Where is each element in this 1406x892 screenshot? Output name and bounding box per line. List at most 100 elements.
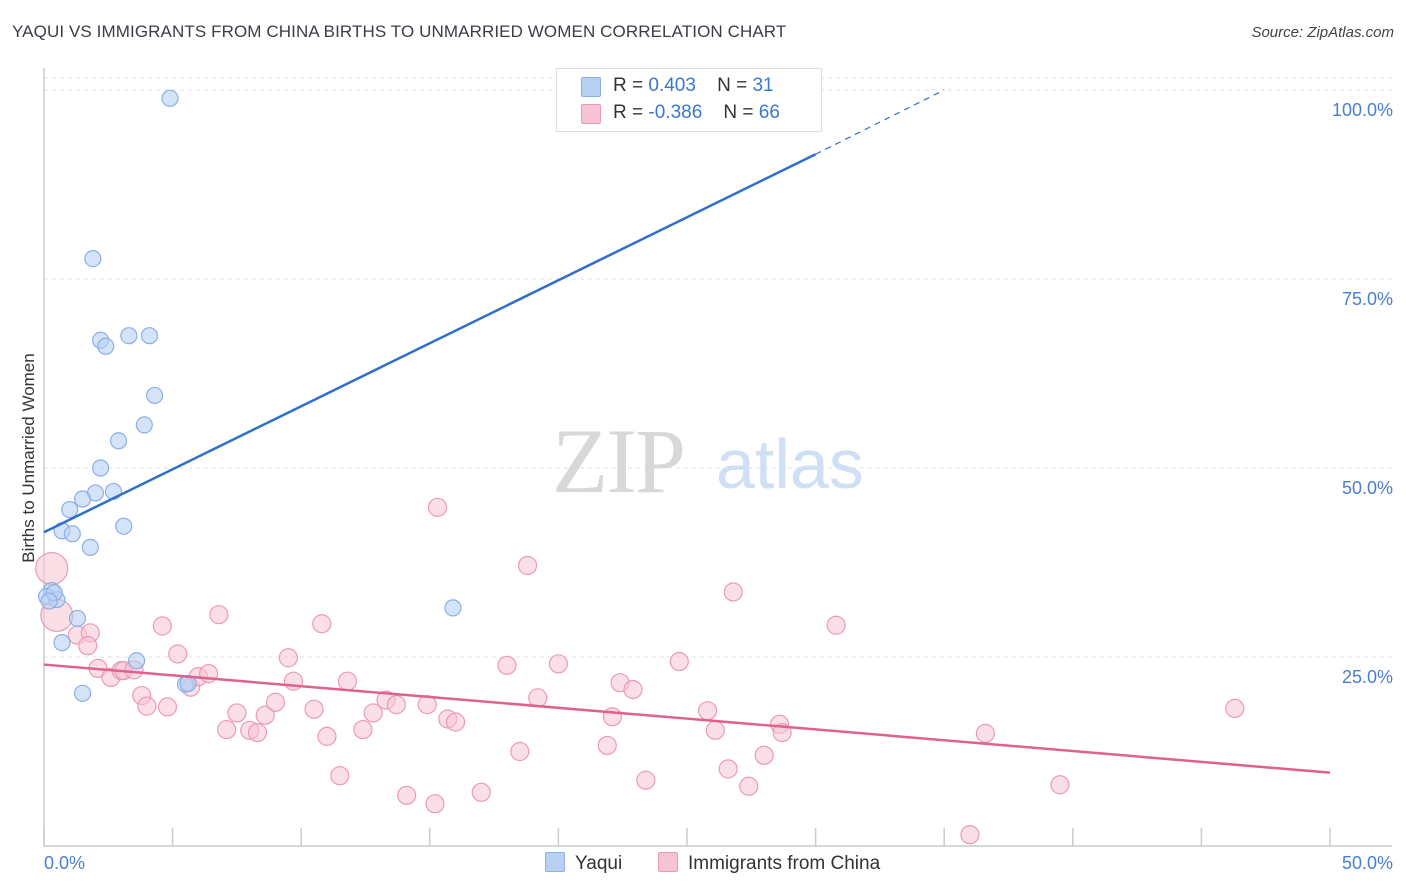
china-point: [1225, 698, 1245, 719]
china-point: [427, 497, 448, 517]
china-point: [597, 735, 617, 756]
correlation-legend: R = 0.403 N = 31 R = -0.386 N = 66: [556, 68, 822, 132]
x-tick-label-max: 50.0%: [1342, 853, 1393, 873]
r-value-china: -0.386: [648, 102, 703, 123]
yaqui-point: [140, 327, 159, 345]
yaqui-point: [444, 599, 462, 617]
china-point: [363, 703, 383, 723]
china-point: [397, 785, 417, 805]
china-point: [975, 723, 995, 743]
n-value-china: 66: [758, 102, 780, 123]
chart-title: YAQUI VS IMMIGRANTS FROM CHINA BIRTHS TO…: [12, 22, 787, 41]
china-point: [283, 671, 304, 691]
watermark: ZIP atlas: [552, 410, 864, 512]
china-point: [826, 615, 846, 635]
china-point: [337, 671, 358, 691]
china-point: [304, 699, 324, 719]
china-point: [754, 745, 774, 765]
r-value-yaqui: 0.403: [648, 75, 696, 96]
yaqui-point: [120, 327, 138, 345]
n-label: N =: [717, 75, 748, 96]
china-point: [623, 679, 643, 700]
series-immigrants-from-china: [35, 497, 1245, 845]
yaqui-point: [73, 684, 92, 702]
china-point: [497, 655, 517, 675]
china-point: [697, 701, 718, 721]
series-yaqui: [37, 88, 717, 702]
china-point: [528, 688, 548, 708]
china-point: [669, 651, 689, 672]
yaqui-point: [68, 609, 87, 628]
yaqui-point: [145, 386, 164, 405]
china-point: [137, 696, 157, 716]
china-point: [718, 759, 738, 779]
china-point: [157, 697, 178, 717]
yaqui-point: [161, 89, 179, 107]
source-label: Source: ZipAtlas.com: [1251, 24, 1394, 41]
china-point: [471, 782, 491, 802]
bottom-legend-china[interactable]: Immigrants from China: [658, 852, 880, 875]
china-point: [548, 654, 569, 674]
china-point: [425, 794, 445, 814]
tick-labels: 25.0% 50.0% 75.0% 100.0% 0.0% 50.0%: [44, 100, 1393, 873]
china-point: [960, 825, 980, 845]
china-point: [255, 705, 275, 725]
china-point: [330, 766, 350, 786]
china-point: [227, 703, 247, 723]
china-point: [510, 741, 530, 762]
china-point: [386, 695, 406, 715]
legend-swatch-china: [581, 104, 601, 124]
china-point: [35, 551, 69, 586]
china-point: [517, 555, 538, 576]
trend-line-yaqui-extension: [815, 89, 945, 155]
legend-label-china: Immigrants from China: [688, 853, 881, 874]
china-point: [265, 692, 286, 712]
trend-lines: [43, 89, 1331, 774]
y-tick-label: 100.0%: [1332, 100, 1393, 120]
yaqui-point: [127, 652, 146, 670]
yaqui-point: [91, 459, 110, 477]
china-point: [353, 719, 373, 740]
china-point: [705, 720, 725, 740]
y-axis-label: Births to Unmarried Women: [19, 353, 38, 562]
trend-line-china: [43, 663, 1331, 774]
china-point: [152, 616, 172, 636]
china-point: [168, 644, 188, 664]
china-point: [602, 707, 623, 727]
watermark-atlas: atlas: [716, 425, 864, 503]
china-point: [1050, 775, 1070, 795]
gridlines: [44, 77, 1392, 658]
bottom-legend-yaqui[interactable]: Yaqui: [545, 852, 622, 875]
china-point: [78, 636, 98, 656]
legend-swatch-yaqui: [545, 852, 565, 872]
yaqui-point: [97, 337, 115, 355]
china-point: [636, 770, 656, 790]
y-tick-label: 50.0%: [1342, 478, 1393, 498]
n-value-yaqui: 31: [752, 75, 774, 96]
x-tick-label-min: 0.0%: [44, 853, 85, 873]
trend-line-yaqui: [43, 153, 817, 534]
yaqui-point: [84, 249, 102, 268]
yaqui-point: [63, 525, 81, 543]
china-point: [317, 726, 337, 746]
legend-swatch-yaqui: [581, 77, 601, 97]
watermark-zip: ZIP: [552, 410, 684, 512]
yaqui-point: [73, 490, 92, 508]
legend-label-yaqui: Yaqui: [575, 853, 623, 874]
axes: [43, 68, 1392, 847]
china-point: [217, 719, 237, 740]
china-point: [247, 722, 268, 743]
r-label: R =: [613, 75, 644, 96]
china-point: [445, 712, 466, 732]
n-label: N =: [723, 102, 754, 123]
yaqui-point: [81, 538, 99, 556]
yaqui-point: [40, 592, 58, 610]
y-tick-label: 25.0%: [1342, 667, 1393, 687]
y-tick-label: 75.0%: [1342, 289, 1393, 309]
yaqui-point: [115, 517, 133, 535]
china-point: [723, 582, 743, 602]
china-point: [209, 605, 229, 625]
china-point: [312, 614, 332, 634]
r-label: R =: [613, 102, 644, 123]
